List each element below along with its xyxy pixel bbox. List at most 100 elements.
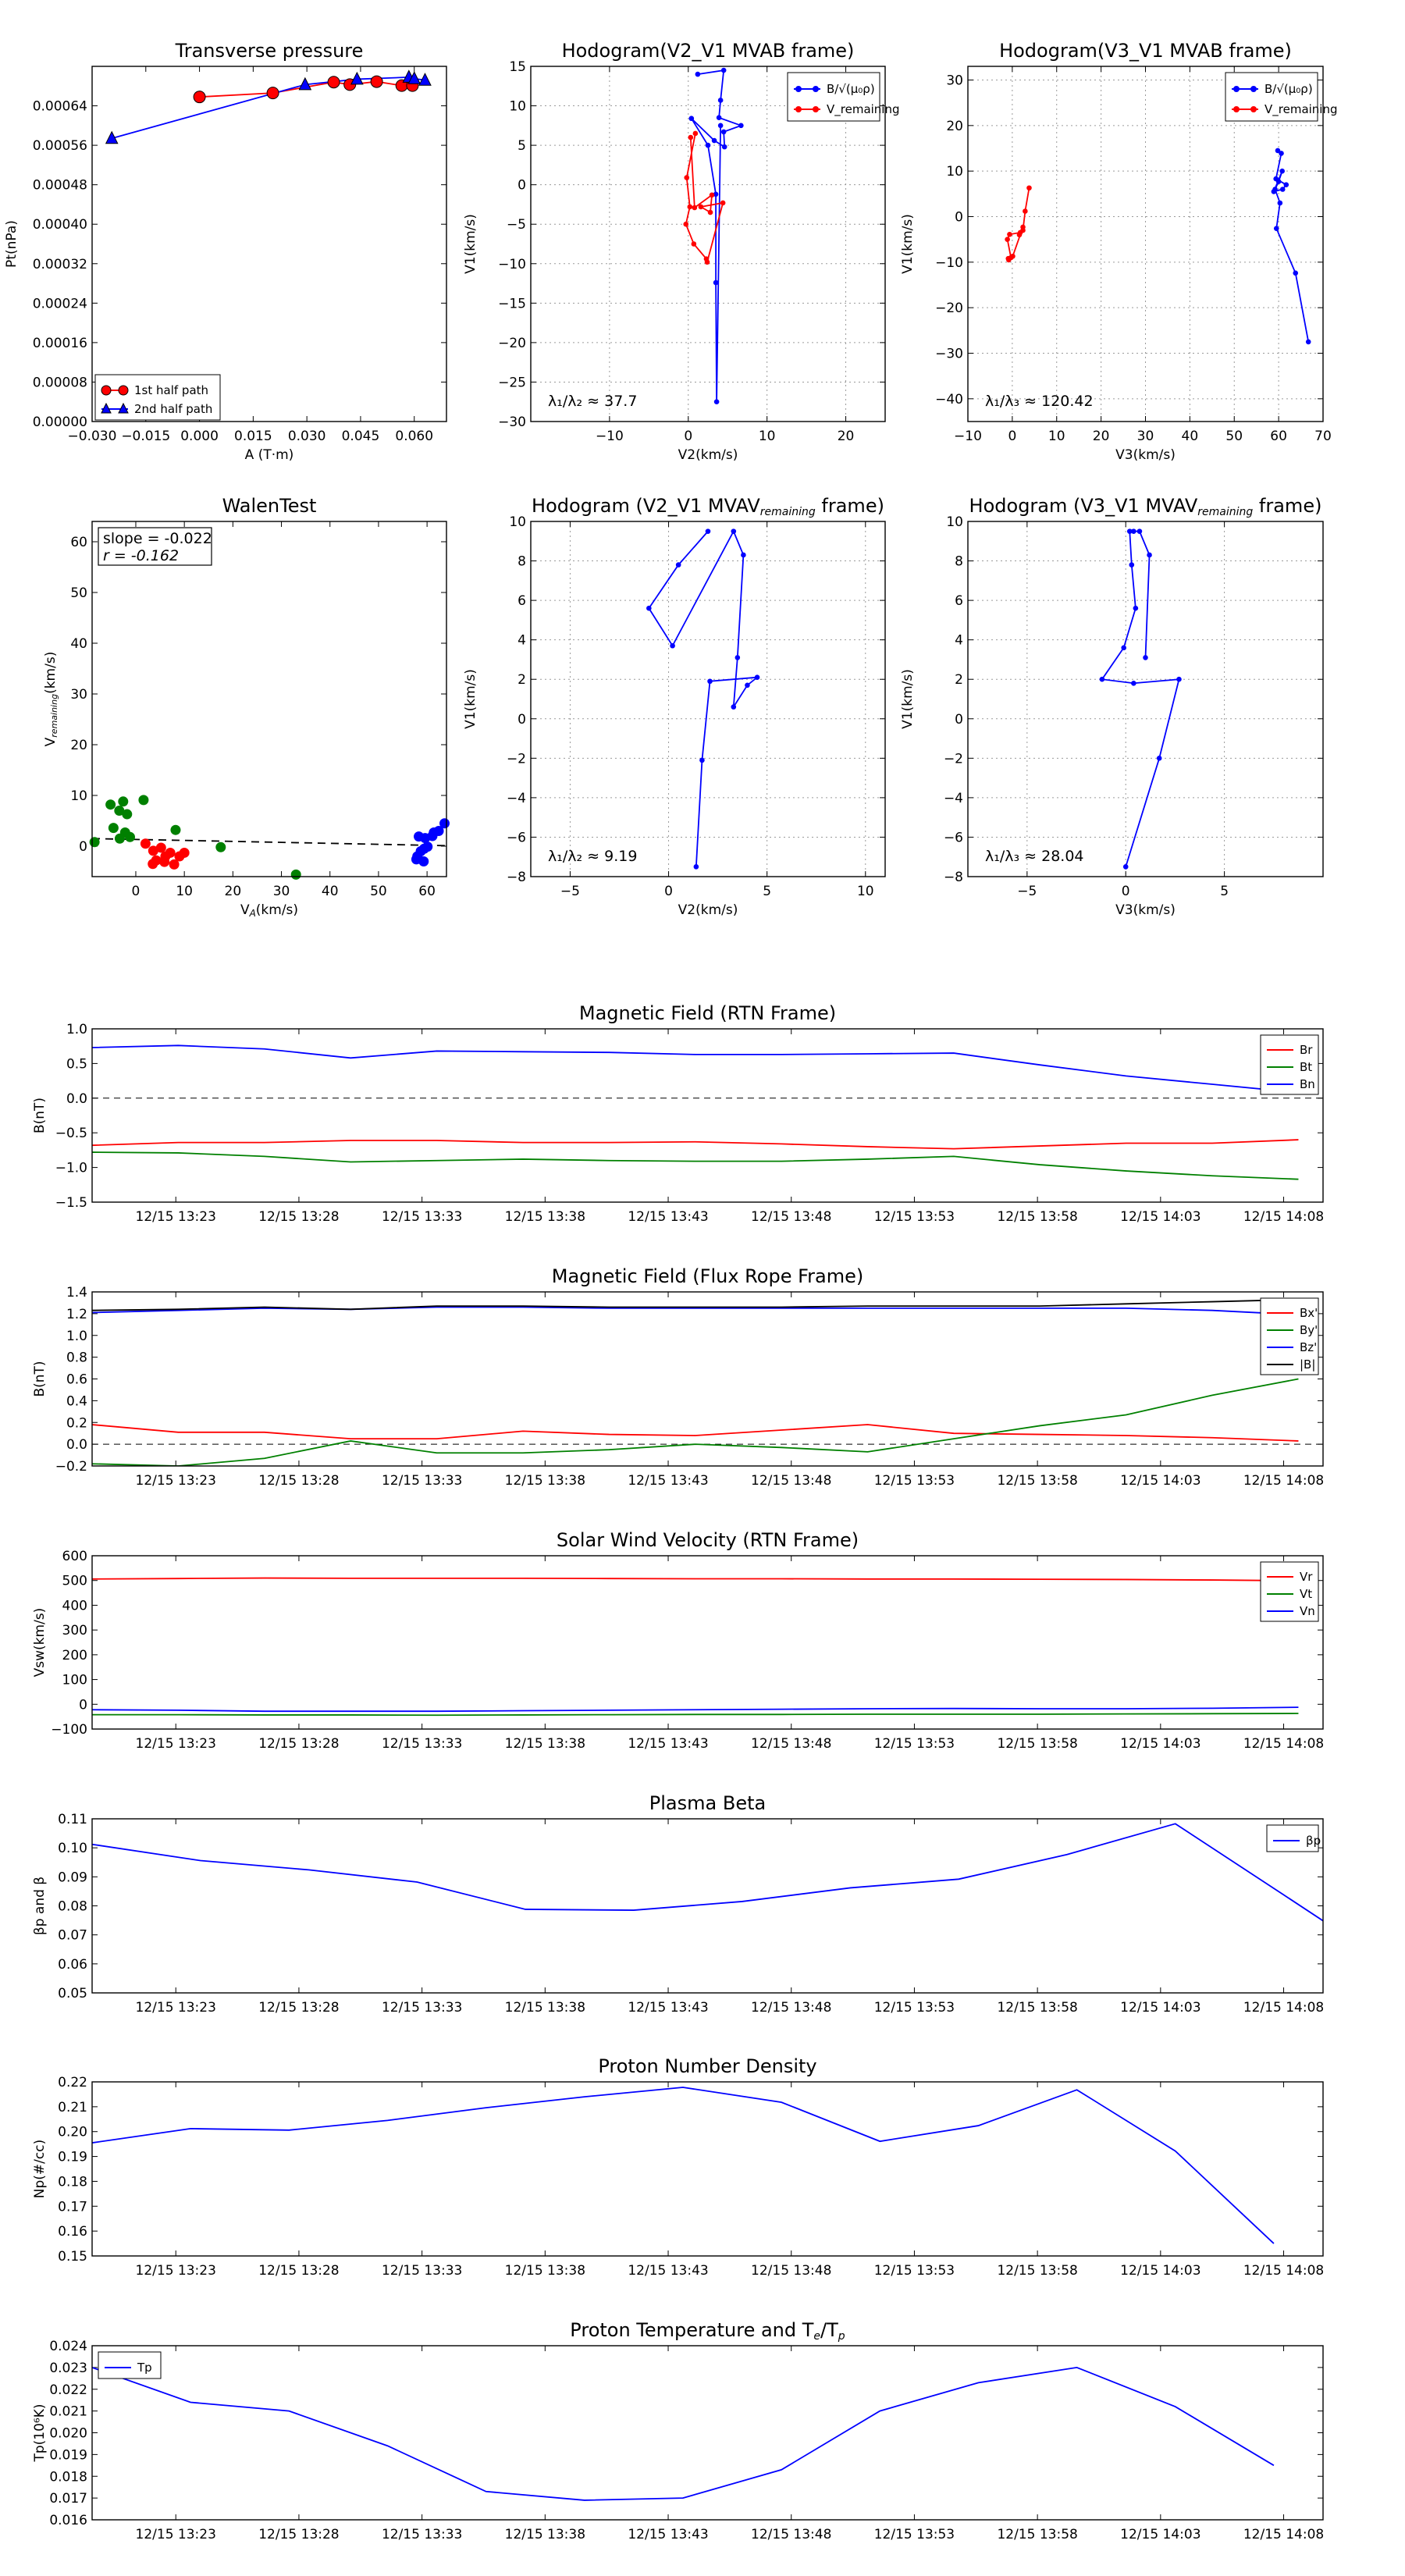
data-point <box>327 76 340 89</box>
plot-frame <box>967 521 1324 877</box>
data-point <box>179 847 190 858</box>
time-tick-label: 12/15 13:33 <box>382 1473 462 1489</box>
y-tick-label: −4 <box>944 791 963 806</box>
y-tick-label: 10 <box>509 99 526 115</box>
time-tick-label: 12/15 13:58 <box>997 1736 1077 1752</box>
y-tick-label: −2 <box>507 751 526 767</box>
data-point <box>350 71 364 85</box>
time-tick-label: 12/15 13:58 <box>997 1209 1077 1225</box>
data-point <box>169 859 180 870</box>
series-line <box>92 1823 1323 1922</box>
time-tick-label: 12/15 13:48 <box>751 1209 831 1225</box>
plot-area <box>646 528 760 870</box>
data-point <box>193 91 206 104</box>
plot-frame <box>91 1291 1324 1467</box>
title-part: e <box>813 2330 820 2343</box>
y-tick-label: 0.17 <box>58 2199 87 2215</box>
plot-area <box>92 1577 1299 1717</box>
legend-label: By' <box>1300 1323 1318 1337</box>
y-axis-label: Pt(nPa) <box>4 220 20 268</box>
title-part: Hodogram (V3_V1 MVAV <box>969 495 1198 517</box>
y-tick-label: 0.6 <box>66 1372 87 1388</box>
x-tick-label: 20 <box>838 429 855 444</box>
data-point <box>290 869 301 880</box>
y-tick-label: 60 <box>70 535 87 550</box>
y-axis-label: B(nT) <box>32 1361 48 1397</box>
time-tick-label: 12/15 13:43 <box>628 2000 708 2016</box>
time-tick-label: 12/15 14:03 <box>1120 1473 1200 1489</box>
data-point <box>692 130 699 137</box>
y-tick-label: −15 <box>498 296 526 311</box>
data-point <box>1136 528 1143 534</box>
x-tick-label: 50 <box>370 884 387 899</box>
y-tick-label: 0.09 <box>58 1870 87 1885</box>
series-line <box>92 2087 1275 2244</box>
time-tick-label: 12/15 13:28 <box>258 1473 339 1489</box>
x-tick-label: 20 <box>225 884 242 899</box>
y-tick-label: 10 <box>70 788 87 804</box>
x-tick-label: 40 <box>322 884 339 899</box>
y-tick-label: −5 <box>507 217 526 233</box>
y-tick-label: 1.4 <box>66 1285 87 1300</box>
title-part: Proton Temperature and <box>570 2319 802 2341</box>
data-point <box>1131 528 1136 534</box>
y-tick-label: −30 <box>935 347 963 362</box>
y-tick-label: −10 <box>498 257 526 272</box>
x-tick-label: 10 <box>1048 429 1065 444</box>
legend-label: Bx' <box>1300 1306 1318 1320</box>
y-tick-label: 0.06 <box>58 1957 87 1973</box>
legend-label: V_remaining <box>827 102 900 117</box>
data-point <box>711 137 717 144</box>
series-line <box>1101 530 1180 867</box>
x-tick-label: −0.030 <box>68 429 117 444</box>
data-point <box>692 205 698 211</box>
y-tick-label: −0.5 <box>55 1126 87 1141</box>
plot-area <box>92 1823 1323 1922</box>
data-point <box>691 241 697 247</box>
time-tick-label: 12/15 13:23 <box>136 2263 216 2279</box>
y-tick-label: 100 <box>62 1673 87 1688</box>
time-tick-label: 12/15 13:48 <box>751 2000 831 2016</box>
legend <box>94 374 221 421</box>
data-point <box>1099 676 1105 682</box>
y-tick-label: 0.00064 <box>33 99 87 115</box>
data-point <box>709 192 715 198</box>
y-tick-label: 20 <box>70 738 87 753</box>
legend <box>1260 1297 1319 1375</box>
data-point <box>731 528 737 534</box>
data-point <box>118 796 129 807</box>
x-tick-label: 5 <box>763 884 771 899</box>
data-point <box>101 385 112 396</box>
label-part: remaining <box>49 694 59 738</box>
y-axis-label: V1(km/s) <box>463 669 478 729</box>
data-point <box>1279 168 1285 174</box>
data-point <box>439 818 450 829</box>
legend-label: 2nd half path <box>134 402 212 416</box>
x-tick-label: 0 <box>1122 884 1130 899</box>
y-axis-label: Tp(10⁶K) <box>32 2403 48 2462</box>
label-part: A <box>249 908 256 919</box>
y-tick-label: 0.20 <box>58 2125 87 2140</box>
x-tick-label: 0 <box>132 884 140 899</box>
data-point <box>118 402 129 414</box>
data-point <box>1005 237 1010 242</box>
title-part: /T <box>820 2319 838 2341</box>
time-tick-label: 12/15 13:28 <box>258 1736 339 1752</box>
y-tick-label: 0.00024 <box>33 296 87 311</box>
time-tick-label: 12/15 13:38 <box>505 2000 585 2016</box>
series-line <box>92 1139 1299 1150</box>
x-tick-label: 40 <box>1182 429 1199 444</box>
legend <box>1225 72 1318 122</box>
series-line <box>92 1424 1299 1442</box>
data-point <box>731 704 737 710</box>
y-tick-label: 0.00056 <box>33 138 87 154</box>
data-point <box>1176 676 1182 682</box>
y-tick-label: 10 <box>946 164 963 180</box>
plot-area <box>92 1298 1299 1466</box>
y-tick-label: −1.5 <box>55 1195 87 1211</box>
plot-area <box>92 1044 1299 1180</box>
label-part: (km/s) <box>43 652 59 694</box>
plot-frame <box>530 66 886 422</box>
x-tick-label: 0.045 <box>342 429 380 444</box>
data-point <box>716 115 722 121</box>
